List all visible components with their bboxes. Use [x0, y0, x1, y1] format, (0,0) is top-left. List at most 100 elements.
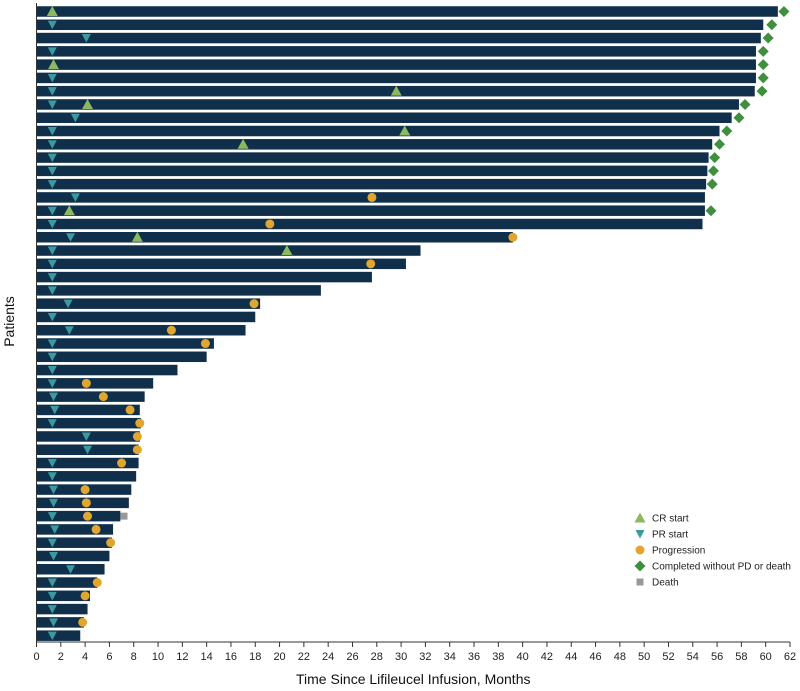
legend-completed-label: Completed without PD or death [652, 562, 791, 573]
x-tick-label: 54 [687, 651, 699, 663]
legend-death-swatch [636, 578, 644, 586]
legend: CR start PR start Progression Completed wit… [634, 512, 791, 589]
progression-marker [83, 511, 93, 521]
completed-marker [707, 165, 719, 177]
x-tick-label: 22 [298, 651, 310, 663]
x-tick-label: 24 [322, 651, 334, 663]
completed-marker [756, 85, 768, 97]
progression-marker [367, 192, 377, 202]
pr-marker [49, 485, 59, 495]
progression-marker [81, 498, 91, 508]
pr-marker [47, 219, 57, 229]
pr-marker [47, 180, 57, 189]
progression-marker [366, 259, 376, 269]
cr-marker [399, 125, 411, 136]
pr-marker [47, 87, 57, 96]
pr-marker [49, 551, 59, 561]
patient-bar [36, 271, 372, 283]
patient-bar [36, 603, 88, 615]
pr-marker [50, 405, 60, 415]
x-tick-label: 46 [589, 651, 601, 663]
x-tick-label: 28 [371, 651, 383, 663]
pr-marker [47, 605, 57, 614]
x-tick-label: 40 [517, 651, 529, 663]
patient-bar [36, 617, 84, 628]
patient-bar [36, 378, 154, 389]
completed-marker [706, 178, 718, 190]
pr-marker [47, 578, 57, 588]
x-tick-label: 20 [273, 651, 285, 663]
patient-bar [36, 404, 140, 416]
x-tick-label: 8 [131, 651, 137, 663]
patient-bar [36, 285, 321, 296]
patient-bar [36, 524, 114, 535]
x-tick-label: 12 [176, 651, 188, 663]
pr-marker [47, 286, 57, 295]
patient-bar [36, 457, 139, 469]
patient-bar [36, 577, 98, 588]
progression-marker [135, 418, 145, 428]
progression-marker [125, 405, 135, 415]
patient-bar [36, 391, 145, 402]
pr-marker [47, 259, 57, 269]
pr-marker [47, 246, 57, 256]
progression-marker [249, 299, 259, 309]
patient-bar [36, 537, 112, 548]
patient-bar [36, 72, 756, 84]
cr-marker [237, 138, 249, 149]
pr-marker [47, 419, 57, 428]
patient-bar [36, 99, 739, 110]
patient-bar [36, 19, 764, 31]
completed-marker [778, 6, 790, 17]
patient-bar [36, 232, 513, 243]
patient-bar [36, 125, 720, 137]
progression-marker [265, 219, 275, 229]
progression-marker [92, 578, 102, 588]
completed-marker [766, 19, 778, 31]
patient-bar [36, 510, 121, 522]
legend-pr-label: PR start [652, 530, 688, 541]
pr-marker [47, 512, 57, 521]
progression-marker [166, 325, 176, 335]
progression-marker [80, 485, 90, 495]
legend-cr-swatch [634, 512, 646, 523]
progression-marker [78, 617, 88, 627]
pr-marker [70, 113, 80, 123]
progression-marker [132, 445, 142, 455]
pr-marker [66, 565, 76, 574]
patient-bar [36, 550, 110, 562]
pr-marker [47, 127, 57, 136]
x-tick-label: 52 [662, 651, 674, 663]
pr-marker [47, 273, 57, 282]
x-tick-label: 58 [735, 651, 747, 663]
patient-bar [36, 46, 756, 57]
patient-bar [36, 59, 756, 70]
pr-marker [47, 20, 57, 30]
pr-marker [50, 525, 60, 534]
patient-bar [36, 364, 178, 376]
pr-marker [81, 432, 91, 441]
x-tick-label: 38 [492, 651, 504, 663]
pr-marker [47, 140, 57, 149]
progression-marker [80, 591, 90, 601]
pr-marker [47, 47, 57, 56]
progression-marker [91, 524, 101, 534]
completed-marker [757, 72, 769, 84]
x-tick-label: 32 [419, 651, 431, 663]
legend-progression-label: Progression [652, 546, 705, 557]
pr-marker [47, 459, 57, 468]
completed-marker [709, 152, 721, 164]
pr-marker [47, 73, 57, 83]
pr-marker [83, 445, 93, 455]
cr-marker [63, 205, 75, 216]
pr-marker [64, 326, 74, 335]
x-tick-label: 42 [541, 651, 553, 663]
patient-bar [36, 245, 421, 256]
legend-cr-label: CR start [652, 514, 689, 525]
completed-marker [739, 98, 751, 110]
completed-marker [762, 32, 774, 44]
death-marker [120, 512, 128, 520]
completed-marker [733, 112, 745, 124]
x-tick-label: 4 [82, 651, 88, 663]
patient-bar [36, 311, 256, 323]
